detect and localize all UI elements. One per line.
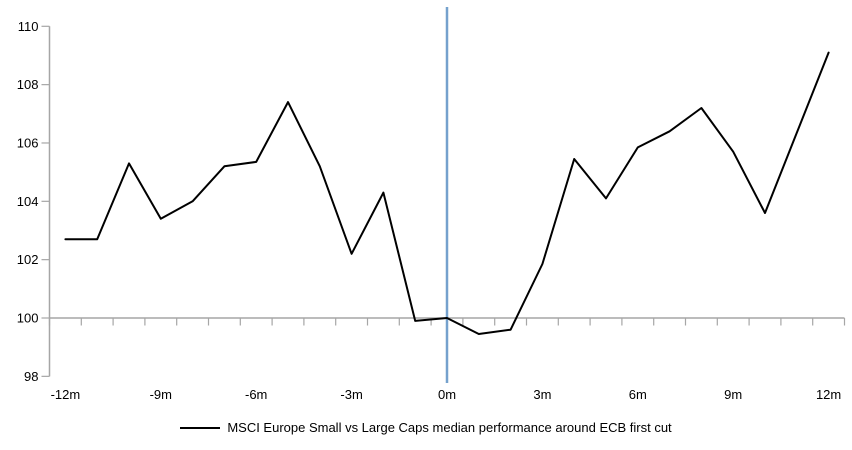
y-tick-label: 100: [17, 311, 39, 326]
x-tick-label: 9m: [724, 387, 742, 402]
legend: MSCI Europe Small vs Large Caps median p…: [0, 420, 852, 435]
y-tick-label: 98: [24, 369, 38, 384]
legend-label: MSCI Europe Small vs Large Caps median p…: [227, 420, 672, 435]
x-tick-label: -9m: [150, 387, 172, 402]
x-tick-label: -3m: [340, 387, 362, 402]
x-tick-label: 0m: [438, 387, 456, 402]
x-tick-label: 3m: [533, 387, 551, 402]
x-tick-label: 6m: [629, 387, 647, 402]
y-tick-label: 102: [17, 252, 39, 267]
legend-line-marker: [180, 426, 221, 429]
y-tick-label: 110: [18, 19, 39, 34]
y-tick-label: 104: [17, 194, 39, 209]
y-tick-label: 106: [17, 135, 39, 150]
series-line: [64, 51, 830, 335]
x-tick-label: -6m: [245, 387, 267, 402]
y-tick-label: 108: [17, 77, 39, 92]
x-tick-label: 12m: [816, 387, 841, 402]
x-tick-label: -12m: [51, 387, 81, 402]
